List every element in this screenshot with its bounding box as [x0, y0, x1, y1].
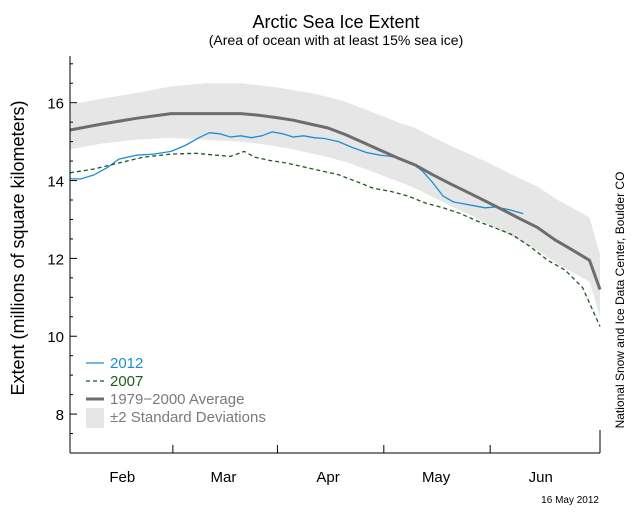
y-tick-label: 14 — [47, 174, 64, 191]
x-tick-label: Jun — [529, 469, 553, 486]
date-stamp: 16 May 2012 — [541, 495, 599, 506]
chart-title: Arctic Sea Ice Extent — [252, 12, 419, 32]
x-tick-label: May — [422, 469, 451, 486]
series-line-1 — [69, 150, 601, 327]
legend-label-3: ±2 Standard Deviations — [110, 409, 266, 426]
legend-label-1: 2007 — [110, 373, 143, 390]
plot-area: 8 10 12 14 16 Feb Mar Apr May Jun — [47, 56, 602, 486]
legend-label-2: 1979−2000 Average — [110, 391, 244, 408]
x-tick-label: Apr — [316, 469, 339, 486]
y-tick-label: 8 — [56, 407, 64, 424]
legend-label-0: 2012 — [110, 355, 143, 372]
x-tick-label: Mar — [210, 469, 236, 486]
y-tick-label: 16 — [47, 96, 64, 113]
y-axis-label: Extent (millions of square kilometers) — [8, 100, 28, 395]
credit-text: National Snow and Ice Data Center, Bould… — [613, 172, 627, 429]
x-tick-label: Feb — [109, 469, 135, 486]
chart-subtitle: (Area of ocean with at least 15% sea ice… — [209, 32, 463, 48]
y-tick-label: 12 — [47, 251, 64, 268]
series-line-2 — [69, 112, 602, 291]
series-line-0 — [69, 131, 524, 215]
std-dev-band — [70, 83, 600, 317]
legend-swatch-band — [86, 408, 104, 428]
y-tick-label: 10 — [47, 329, 64, 346]
